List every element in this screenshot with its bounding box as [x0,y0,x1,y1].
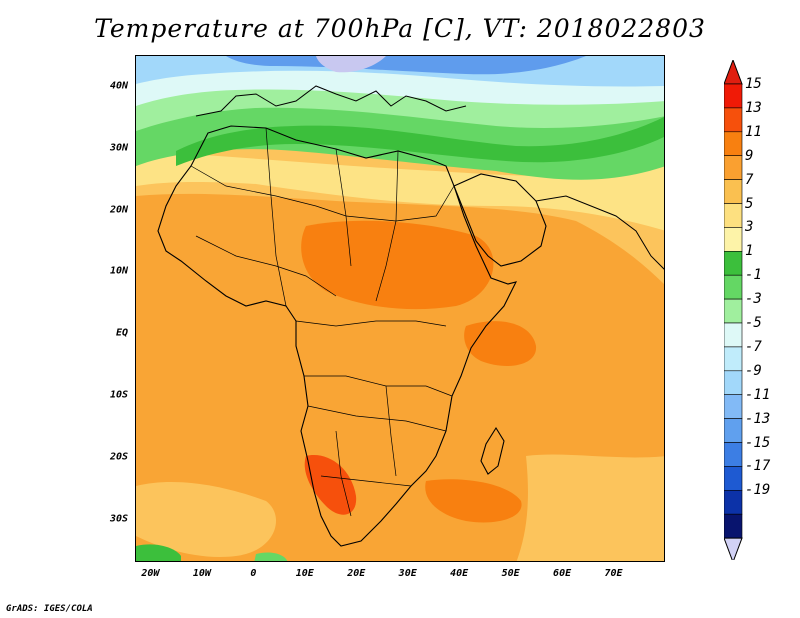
colorbar-segment [724,489,743,515]
colorbar-segment [724,394,743,419]
field-darkgreen-north [176,116,664,166]
field-red-south [304,455,357,515]
colorbar-segment [724,466,743,491]
colorbar-bottom-arrow [724,537,743,560]
colorbar-top-arrow [724,60,743,85]
colorbar-tick-label: -11 [745,386,771,403]
field-orange-south [425,479,522,523]
field-green-sw [136,544,181,561]
colorbar-tick-label: -1 [745,267,762,284]
europe-coast [195,85,467,117]
credit-text: GrADS: IGES/COLA [6,604,93,614]
lon-tick-label: 10W [192,568,211,579]
lon-tick-label: 30E [398,568,417,579]
colorbar-segment [724,370,743,395]
temperature-map [135,55,665,562]
lon-tick-label: 50E [501,568,520,579]
lat-tick-label: 20S [109,451,128,463]
field-green-south [254,552,288,561]
colorbar-segment [724,179,743,204]
colorbar-segment [724,513,743,539]
field-blue-north [226,56,586,75]
field-paleyellow-north [136,151,664,231]
lon-tick-label: 10E [295,568,314,579]
lon-tick-label: 60E [553,568,572,579]
colorbar-tick-label: -15 [745,434,771,451]
colorbar-segment [724,298,743,324]
lat-tick-label: 30N [109,142,128,154]
lon-tick-label: 70E [604,568,623,579]
colorbar-tick-label: 9 [745,147,754,164]
colorbar-tick-label: -9 [745,362,762,379]
colorbar-segment [724,203,743,228]
lat-tick-label: 20N [109,204,128,216]
field-yellow-sw [136,481,276,557]
colorbar-tick-label: 15 [745,76,762,92]
colorbar-segment [724,227,743,252]
colorbar-segment [724,322,743,348]
field-orange-central [301,220,494,310]
colorbar-tick-label: -5 [745,315,762,331]
colorbar-tick-label: 3 [745,219,754,236]
lon-tick-label: 40E [450,568,469,579]
colorbar-segment [724,107,743,133]
colorbar-segment [724,83,743,109]
colorbar-segment [724,346,743,372]
colorbar-tick-label: -17 [745,458,771,475]
colorbar-tick-label: -19 [745,482,771,499]
colorbar-tick-label: 11 [745,123,762,140]
colorbar-tick-label: -13 [745,410,771,427]
colorbar [724,60,743,560]
field-purple-north [316,56,386,73]
colorbar-segment [724,131,743,157]
lat-tick-label: 10S [109,389,128,401]
field-yellow-se [516,454,664,561]
lat-tick-label: 40N [109,80,128,92]
map-canvas [136,56,664,561]
colorbar-segment [724,155,743,180]
colorbar-segment [724,251,743,276]
colorbar-tick-label: 7 [745,171,754,188]
arabia-outline [453,173,547,267]
colorbar-segment [724,442,743,467]
asia-coast [535,195,664,270]
colorbar-segment [724,274,743,300]
colorbar-tick-label: 5 [745,195,754,212]
colorbar-tick-label: 13 [745,99,762,116]
lon-tick-label: 0 [250,568,257,579]
lat-tick-label: 30S [109,513,128,525]
africa-coastline [157,125,518,547]
colorbar-segment [724,418,743,443]
lon-tick-label: 20E [347,568,366,579]
lat-tick-label: EQ [115,327,128,339]
lon-tick-label: 20W [141,568,160,579]
colorbar-tick-label: 1 [745,243,754,260]
country-borders [190,127,455,517]
colorbar-tick-label: -7 [745,338,762,355]
madagascar-outline [480,426,505,475]
colorbar-tick-label: -3 [745,291,762,308]
lat-tick-label: 10N [109,265,128,277]
chart-title: Temperature at 700hPa [C], VT: 201802280… [94,14,706,43]
